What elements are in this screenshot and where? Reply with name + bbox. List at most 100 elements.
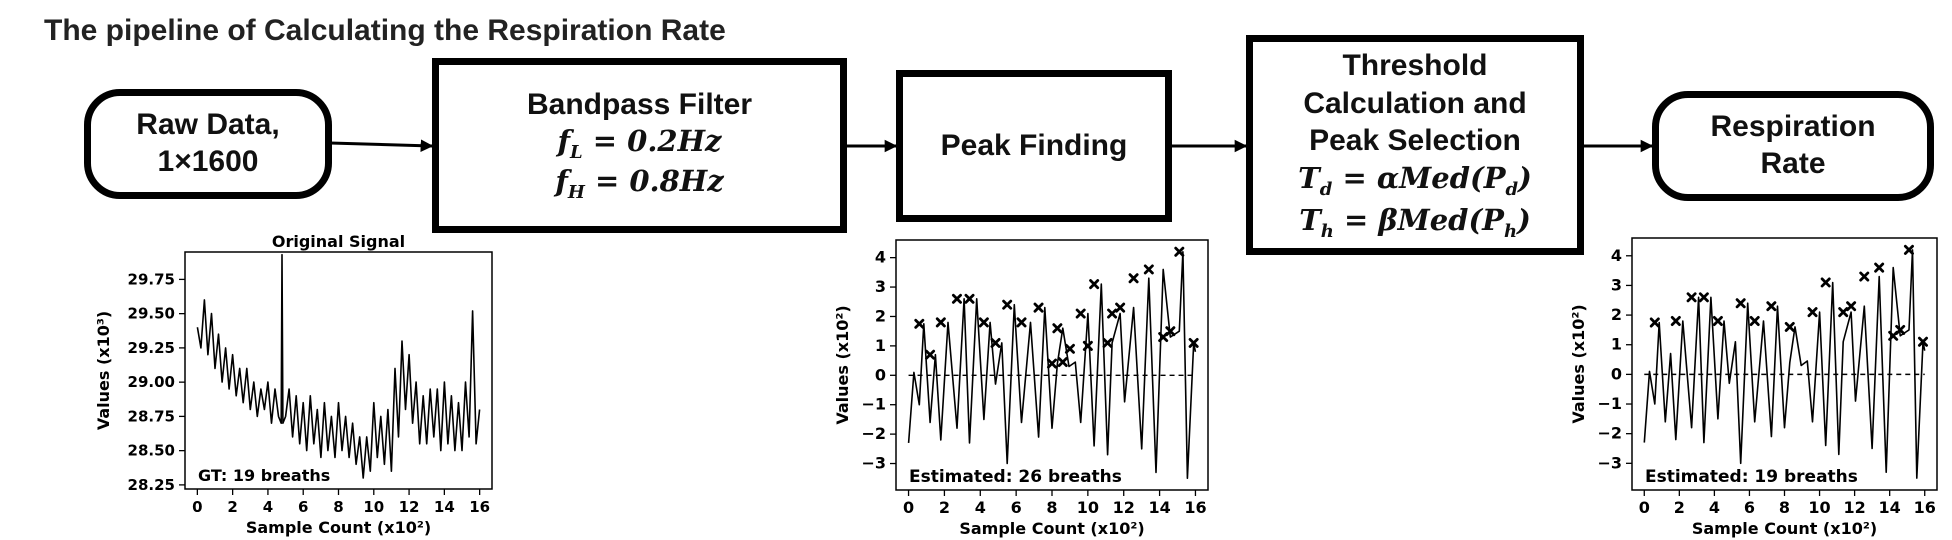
peak-marker-2	[935, 317, 946, 328]
x-tick-label-1: 2	[1674, 498, 1685, 517]
peak-marker-8	[1016, 317, 1027, 328]
breath-count-annotation: GT: 19 breaths	[198, 466, 330, 485]
y-tick-label-1: 28.50	[128, 442, 175, 460]
peak-marker-6	[990, 337, 1001, 348]
x-tick-label-7: 14	[1879, 498, 1901, 517]
y-tick-label-2: −1	[861, 395, 886, 414]
x-tick-label-4: 8	[1046, 498, 1057, 517]
peak-marker-0	[914, 318, 925, 329]
y-tick-label-2: −1	[1597, 394, 1622, 413]
y-axis-label: Values (x10²)	[833, 305, 852, 424]
peak-marker-18	[1128, 273, 1139, 284]
x-tick-label-4: 8	[1779, 498, 1790, 517]
x-axis-label: Sample Count (x10²)	[959, 519, 1144, 538]
peak-marker-2	[1686, 292, 1697, 303]
peak-marker-24	[1064, 343, 1075, 354]
peak-finding-title: Peak Finding	[940, 128, 1128, 162]
peak-marker-12	[1057, 357, 1068, 368]
y-tick-label-5: 2	[875, 306, 886, 325]
peak-marker-16	[1895, 324, 1906, 335]
x-tick-label-3: 6	[298, 498, 308, 516]
x-tick-label-6: 12	[1113, 498, 1135, 517]
y-tick-label-4: 29.25	[128, 339, 175, 357]
y-axis-label: Values (x10³)	[94, 311, 113, 430]
x-tick-label-7: 14	[434, 498, 455, 516]
peak-marker-5	[1735, 298, 1746, 309]
raw-data-line2: 1×1600	[157, 145, 259, 178]
y-tick-label-6: 3	[875, 277, 886, 296]
y-tick-label-4: 1	[1611, 335, 1622, 354]
peak-marker-6	[1749, 316, 1760, 327]
y-tick-label-1: −2	[1597, 424, 1622, 443]
peak-marker-4	[1712, 316, 1723, 327]
respiration-rate-node: Respiration Rate	[1652, 91, 1934, 201]
peak-marker-13	[1075, 308, 1086, 319]
peak-marker-17	[1903, 244, 1914, 255]
threshold-line2: Calculation and	[1303, 86, 1527, 120]
y-tick-label-0: −3	[1597, 453, 1622, 472]
x-tick-label-5: 10	[363, 498, 384, 516]
y-tick-label-7: 4	[1611, 246, 1622, 265]
threshold-node: Threshold Calculation and Peak Selection…	[1246, 35, 1584, 255]
x-tick-label-3: 6	[1011, 498, 1022, 517]
y-tick-label-0: −3	[861, 454, 886, 473]
respiration-rate-line1: Respiration	[1710, 110, 1876, 144]
duration-threshold-equation: Td = αMed(Pd)	[1298, 161, 1532, 201]
peak-marker-23	[1188, 337, 1199, 348]
peak-marker-5	[978, 317, 989, 328]
peak-marker-12	[1846, 301, 1857, 312]
y-tick-label-5: 29.50	[128, 305, 175, 323]
bandpass-filter-title: Bandpass Filter	[526, 88, 753, 122]
raw-data-node: Raw Data, 1×1600	[84, 89, 332, 199]
peak-marker-8	[1784, 321, 1795, 332]
breath-count-annotation: Estimated: 26 breaths	[909, 467, 1122, 487]
plot-frame	[1631, 237, 1938, 491]
x-axis-label: Sample Count (x10²)	[246, 518, 431, 537]
diagram-title: The pipeline of Calculating the Respirat…	[44, 14, 726, 47]
high-cutoff-equation: fH = 0.8Hz	[555, 163, 724, 203]
x-tick-label-5: 10	[1808, 498, 1830, 517]
x-axis-label: Sample Count (x10²)	[1692, 519, 1877, 538]
y-tick-label-2: 28.75	[128, 407, 175, 425]
threshold-line3: Peak Selection	[1309, 124, 1521, 158]
peak-marker-3	[951, 293, 962, 304]
peak-finding-node: Peak Finding	[896, 70, 1172, 222]
peak-marker-1	[925, 349, 936, 360]
x-tick-label-0: 0	[192, 498, 202, 516]
respiration-rate-line2: Rate	[1760, 147, 1826, 180]
peak-marker-10	[1820, 277, 1831, 288]
y-tick-label-0: 28.25	[128, 476, 175, 494]
peak-marker-16	[1107, 308, 1118, 319]
peak-marker-9	[1807, 307, 1818, 318]
low-cutoff-equation: fL = 0.2Hz	[557, 124, 722, 163]
arrow-raw-to-bandpass	[329, 139, 434, 152]
y-tick-label-7: 4	[875, 248, 886, 267]
peak-marker-1	[1670, 316, 1681, 327]
x-tick-label-2: 4	[975, 498, 986, 517]
peak-marker-22	[1174, 246, 1185, 257]
breath-count-annotation: Estimated: 19 breaths	[1645, 467, 1858, 487]
x-tick-label-2: 4	[1709, 498, 1720, 517]
peak-marker-25	[1082, 340, 1093, 351]
y-tick-label-3: 29.00	[128, 373, 175, 391]
threshold-line1: Threshold	[1342, 48, 1488, 82]
x-tick-label-4: 8	[333, 498, 343, 516]
y-tick-label-3: 0	[1611, 364, 1622, 383]
peak-marker-18	[1917, 336, 1928, 347]
signal-line-0	[907, 251, 1197, 480]
bandpass-filter-node: Bandpass Filter fL = 0.2Hz fH = 0.8Hz	[432, 58, 847, 233]
x-tick-label-1: 2	[939, 498, 950, 517]
y-tick-label-1: −2	[861, 424, 886, 443]
signal-line-0	[196, 253, 481, 479]
y-tick-label-6: 29.75	[128, 270, 175, 288]
peak-marker-14	[1874, 262, 1885, 273]
peak-marker-17	[1115, 302, 1126, 313]
x-tick-label-1: 2	[227, 498, 237, 516]
peak-marker-19	[1143, 264, 1154, 275]
y-tick-label-5: 2	[1611, 305, 1622, 324]
signal-line-0	[1643, 249, 1926, 479]
x-tick-label-8: 16	[1914, 498, 1936, 517]
x-tick-label-8: 16	[469, 498, 490, 516]
